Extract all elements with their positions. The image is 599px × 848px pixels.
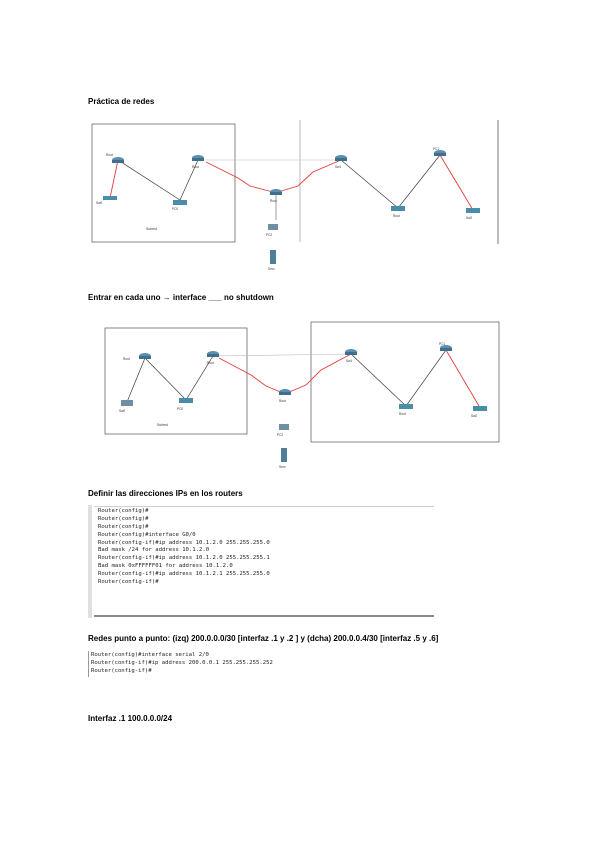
device-label: Rout [192, 165, 199, 169]
switch-icon [473, 406, 487, 411]
step3-heading: Redes punto a punto: (izq) 200.0.0.0/30 … [88, 634, 439, 643]
device-label: Serv [268, 267, 275, 271]
left-area-frame [104, 327, 248, 435]
page-title: Práctica de redes [88, 97, 155, 106]
device-label: PC0 [172, 207, 178, 211]
device-label: Rout [106, 153, 113, 157]
link [109, 159, 119, 199]
area-caption: Subred [157, 423, 168, 427]
network-diagram-1: Rout Sw0 Rout PC0 Rout Sw1 Rout PC1 Sw2 … [88, 120, 500, 275]
switch-icon [391, 206, 405, 211]
device-label: PC1 [433, 147, 439, 151]
terminal-line: Router(config)# [98, 508, 149, 514]
pc-icon [268, 224, 278, 230]
switch-icon [466, 208, 480, 213]
terminal-line: Router(config-if)#ip address 10.1.2.1 25… [98, 571, 270, 578]
area-caption: Subred [146, 227, 157, 231]
switch-icon [173, 200, 187, 205]
switch-icon [103, 196, 117, 200]
pc-icon [279, 424, 289, 430]
device-label: Sw2 [471, 414, 477, 418]
step4-heading: Interfaz .1 100.0.0.0/24 [88, 714, 173, 723]
router-icon [192, 155, 204, 161]
terminal-line: Router(config-if)# [91, 667, 152, 674]
device-label: Sw1 [335, 165, 341, 169]
link [126, 357, 146, 403]
serial-link [218, 357, 284, 394]
terminal-line: Router(config)#interface serial 2/0 [91, 652, 209, 658]
step1-heading: Entrar en cada uno → interface ___ no sh… [88, 293, 274, 302]
device-label: Rout [270, 199, 277, 203]
device-label: Serv [279, 465, 286, 469]
link [350, 353, 407, 407]
link [397, 154, 441, 209]
device-label: Sw1 [346, 359, 352, 363]
link [340, 159, 399, 209]
terminal-line: Router(config-if)# [98, 579, 159, 586]
link [212, 353, 352, 357]
network-diagram-2-svg: Rout Sw0 Rout PC0 Rout Sw1 Rout PC1 Sw2 … [104, 321, 500, 469]
right-area-frame [310, 321, 500, 443]
terminal-line: Bad mask 0xFFFFFF01 for address 10.1.2.0 [98, 563, 233, 570]
router-icon [345, 349, 357, 355]
terminal-line: Router(config-if)#ip address 10.1.2.0 25… [98, 555, 270, 562]
router-icon [335, 155, 347, 161]
terminal-line: Router(config)# [98, 515, 149, 522]
link [144, 357, 187, 401]
terminal-line: Router(config)#interface G0/0 [98, 531, 196, 538]
link [117, 159, 181, 201]
link [439, 154, 474, 211]
device-label: Rout [279, 399, 286, 403]
terminal-gutter [88, 505, 92, 618]
device-label: Sw0 [96, 201, 102, 205]
link [445, 349, 480, 407]
router-icon [139, 353, 151, 359]
device-label: PC2 [277, 433, 283, 437]
device-label: PC2 [266, 233, 272, 237]
device-label: PC0 [177, 407, 183, 411]
router-icon [440, 345, 452, 351]
terminal-screenshot-1: Router(config)# Router(config)# Router(c… [88, 505, 434, 618]
terminal-line: Bad mask /24 for address 10.1.2.0 [98, 547, 210, 554]
link [405, 349, 447, 407]
router-icon [279, 389, 291, 395]
step2-heading: Definir las direcciones IPs en los route… [88, 489, 243, 498]
pc-icon [121, 400, 133, 406]
terminal-line: Router(config)# [98, 523, 149, 530]
link [179, 159, 199, 201]
terminal-screenshot-2: Router(config)#interface serial 2/0 Rout… [88, 651, 369, 677]
terminal-line: Router(config-if)#ip address 10.1.2.0 25… [98, 539, 270, 546]
server-icon [270, 250, 276, 264]
terminal-line: Router(config-if)#ip address 200.0.0.1 2… [91, 659, 273, 666]
device-label: Rout [207, 361, 214, 365]
device-label: Rout [393, 214, 400, 218]
router-icon [207, 351, 219, 357]
serial-link [277, 159, 342, 193]
left-area-frame [91, 123, 236, 243]
device-label: Sw0 [119, 409, 125, 413]
device-label: Rout [123, 357, 130, 361]
router-icon [434, 150, 446, 156]
network-diagram-2: Rout Sw0 Rout PC0 Rout Sw1 Rout PC1 Sw2 … [101, 320, 501, 470]
serial-link [286, 353, 352, 394]
router-icon [112, 157, 124, 163]
device-label: Rout [399, 412, 406, 416]
router-icon [270, 189, 282, 195]
server-icon [281, 448, 287, 462]
switch-icon [399, 404, 413, 409]
device-label: PC1 [439, 342, 445, 346]
serial-link [205, 161, 274, 193]
device-label: Sw2 [466, 216, 472, 220]
link [185, 355, 214, 401]
switch-icon [179, 398, 193, 403]
network-diagram-1-svg: Rout Sw0 Rout PC0 Rout Sw1 Rout PC1 Sw2 … [91, 120, 499, 271]
